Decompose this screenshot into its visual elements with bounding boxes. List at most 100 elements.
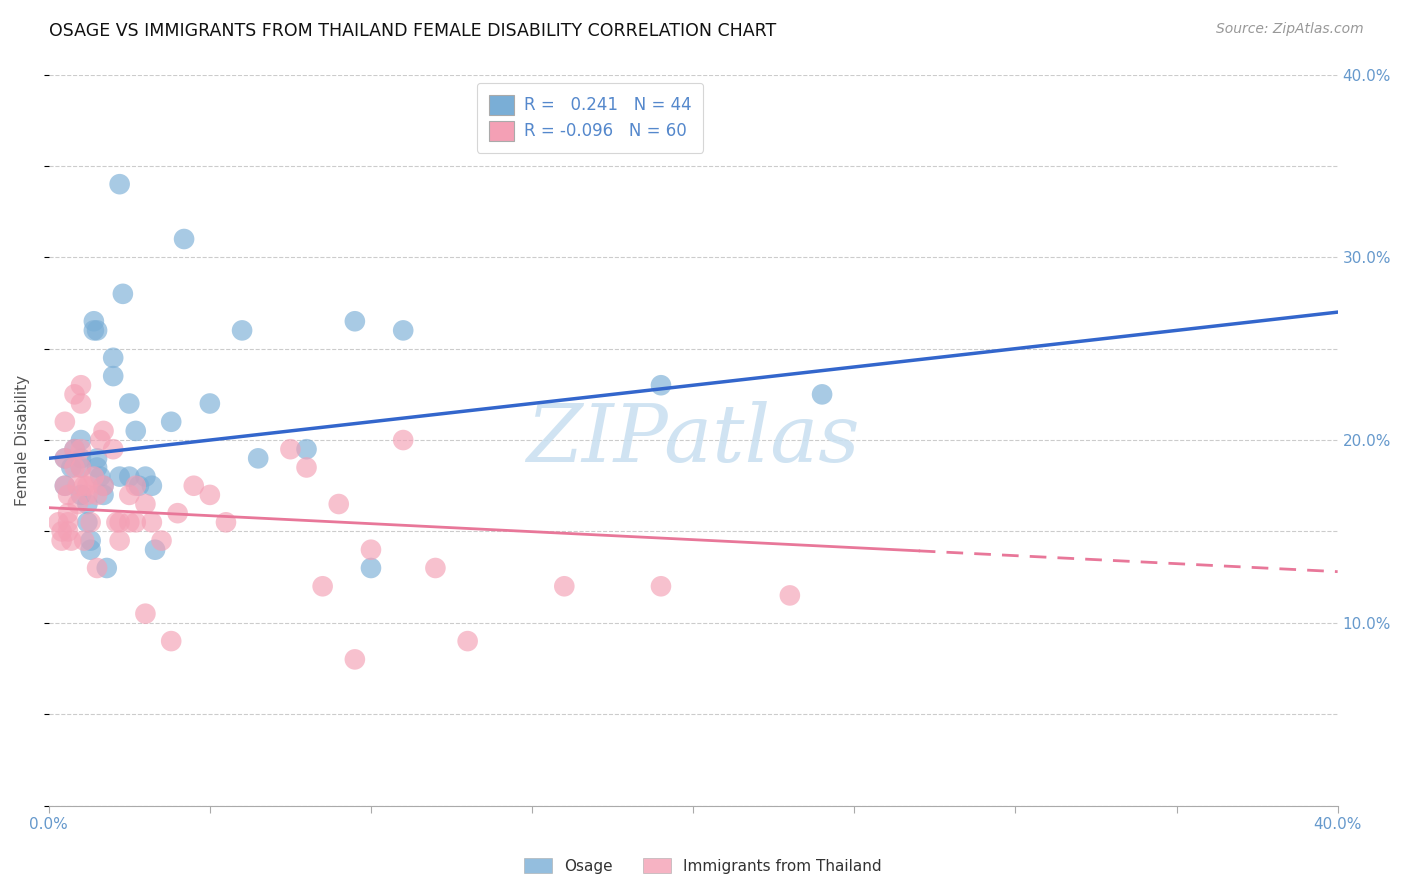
Point bbox=[553, 579, 575, 593]
Point bbox=[70, 442, 93, 457]
Point bbox=[143, 542, 166, 557]
Point bbox=[79, 533, 101, 548]
Point bbox=[83, 314, 105, 328]
Point bbox=[103, 442, 125, 457]
Point bbox=[328, 497, 350, 511]
Point bbox=[60, 460, 83, 475]
Point bbox=[73, 533, 96, 548]
Point bbox=[111, 286, 134, 301]
Point bbox=[150, 533, 173, 548]
Point bbox=[53, 479, 76, 493]
Point bbox=[125, 516, 148, 530]
Point bbox=[51, 533, 73, 548]
Point bbox=[125, 424, 148, 438]
Legend: Osage, Immigrants from Thailand: Osage, Immigrants from Thailand bbox=[519, 852, 887, 880]
Point bbox=[86, 451, 108, 466]
Point bbox=[247, 451, 270, 466]
Point bbox=[128, 479, 150, 493]
Point bbox=[392, 323, 415, 337]
Point bbox=[198, 488, 221, 502]
Text: Source: ZipAtlas.com: Source: ZipAtlas.com bbox=[1216, 22, 1364, 37]
Point bbox=[134, 607, 156, 621]
Point bbox=[118, 469, 141, 483]
Point bbox=[108, 516, 131, 530]
Point bbox=[63, 460, 86, 475]
Point bbox=[108, 177, 131, 191]
Point bbox=[93, 479, 115, 493]
Point bbox=[66, 497, 89, 511]
Point bbox=[70, 396, 93, 410]
Point bbox=[56, 488, 79, 502]
Point bbox=[70, 460, 93, 475]
Point bbox=[86, 460, 108, 475]
Point bbox=[79, 542, 101, 557]
Point bbox=[66, 479, 89, 493]
Point bbox=[89, 469, 111, 483]
Point bbox=[76, 488, 98, 502]
Point bbox=[108, 469, 131, 483]
Point bbox=[183, 479, 205, 493]
Point bbox=[53, 451, 76, 466]
Point bbox=[103, 351, 125, 365]
Point bbox=[73, 479, 96, 493]
Point bbox=[56, 516, 79, 530]
Point bbox=[166, 506, 188, 520]
Point bbox=[343, 652, 366, 666]
Point bbox=[343, 314, 366, 328]
Point bbox=[83, 469, 105, 483]
Point bbox=[86, 488, 108, 502]
Legend: R =   0.241   N = 44, R = -0.096   N = 60: R = 0.241 N = 44, R = -0.096 N = 60 bbox=[477, 83, 703, 153]
Point bbox=[779, 589, 801, 603]
Point bbox=[295, 460, 318, 475]
Point bbox=[93, 424, 115, 438]
Point bbox=[93, 488, 115, 502]
Point bbox=[63, 442, 86, 457]
Point bbox=[457, 634, 479, 648]
Point bbox=[108, 533, 131, 548]
Point bbox=[56, 506, 79, 520]
Point bbox=[295, 442, 318, 457]
Y-axis label: Female Disability: Female Disability bbox=[15, 375, 30, 506]
Point bbox=[63, 387, 86, 401]
Point bbox=[118, 516, 141, 530]
Point bbox=[76, 479, 98, 493]
Point bbox=[86, 561, 108, 575]
Point bbox=[70, 433, 93, 447]
Point bbox=[83, 323, 105, 337]
Point bbox=[311, 579, 333, 593]
Point bbox=[70, 488, 93, 502]
Point bbox=[63, 442, 86, 457]
Point bbox=[392, 433, 415, 447]
Point bbox=[125, 479, 148, 493]
Point bbox=[650, 378, 672, 392]
Point bbox=[86, 323, 108, 337]
Point bbox=[105, 516, 128, 530]
Point bbox=[103, 369, 125, 384]
Point bbox=[96, 561, 118, 575]
Point bbox=[70, 451, 93, 466]
Point bbox=[93, 479, 115, 493]
Point bbox=[51, 524, 73, 539]
Point bbox=[48, 516, 70, 530]
Point bbox=[160, 634, 183, 648]
Point bbox=[231, 323, 253, 337]
Point bbox=[141, 479, 163, 493]
Point bbox=[76, 516, 98, 530]
Point bbox=[360, 542, 382, 557]
Point bbox=[141, 516, 163, 530]
Point bbox=[198, 396, 221, 410]
Point bbox=[811, 387, 834, 401]
Point bbox=[215, 516, 238, 530]
Point bbox=[650, 579, 672, 593]
Point bbox=[134, 469, 156, 483]
Point bbox=[70, 460, 93, 475]
Point bbox=[53, 451, 76, 466]
Point bbox=[53, 415, 76, 429]
Point bbox=[118, 396, 141, 410]
Point bbox=[118, 488, 141, 502]
Text: OSAGE VS IMMIGRANTS FROM THAILAND FEMALE DISABILITY CORRELATION CHART: OSAGE VS IMMIGRANTS FROM THAILAND FEMALE… bbox=[49, 22, 776, 40]
Point bbox=[89, 433, 111, 447]
Point bbox=[60, 533, 83, 548]
Text: ZIPatlas: ZIPatlas bbox=[526, 401, 860, 479]
Point bbox=[76, 497, 98, 511]
